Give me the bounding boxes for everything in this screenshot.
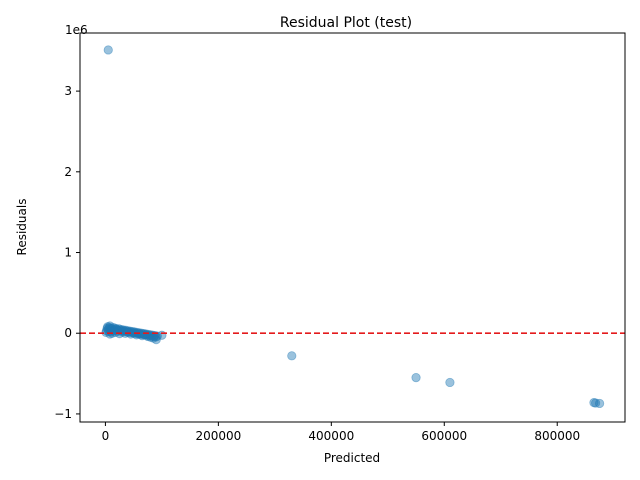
- scatter-point: [103, 322, 113, 332]
- scatter-point: [130, 327, 140, 337]
- x-tick-label: 400000: [308, 429, 354, 443]
- scatter-point: [105, 325, 116, 335]
- x-axis-label: Predicted: [324, 451, 380, 465]
- scatter-point: [287, 351, 297, 361]
- y-offset-label: 1e6: [65, 23, 88, 37]
- scatter-point: [101, 327, 111, 338]
- scatter-point: [113, 325, 123, 335]
- x-axis-ticks: 0 200000 400000 600000 800000: [102, 422, 580, 443]
- scatter-point: [589, 398, 599, 408]
- y-tick-label: 3: [64, 84, 72, 98]
- scatter-point: [143, 331, 153, 342]
- scatter-point: [109, 324, 120, 335]
- scatter-point: [151, 335, 161, 345]
- scatter-point: [108, 322, 118, 333]
- x-tick-label: 200000: [195, 429, 241, 443]
- scatter-point: [143, 329, 153, 340]
- plot-frame: [79, 32, 626, 423]
- scatter-point: [594, 398, 605, 409]
- scatter-point: [126, 327, 136, 338]
- scatter-point: [110, 327, 121, 338]
- y-tick-label: −1: [54, 407, 72, 421]
- scatter-point: [141, 329, 151, 339]
- x-tick-label: 600000: [421, 429, 467, 443]
- y-tick-label: 0: [64, 326, 72, 340]
- scatter-point: [124, 327, 134, 337]
- scatter-point: [146, 332, 156, 342]
- scatter-point: [126, 329, 136, 339]
- chart-title: Residual Plot (test): [280, 15, 412, 31]
- scatter-point: [134, 329, 144, 339]
- data-points: [101, 45, 605, 409]
- scatter-point: [110, 323, 121, 333]
- scatter-point: [138, 329, 148, 340]
- scatter-point: [105, 329, 115, 339]
- scatter-point: [132, 327, 142, 338]
- scatter-point: [103, 45, 113, 55]
- y-axis-label: Residuals: [15, 199, 29, 256]
- scatter-point: [135, 329, 146, 339]
- y-axis-ticks: −1 0 1 2 3: [54, 84, 80, 421]
- x-tick-label: 800000: [534, 429, 580, 443]
- y-tick-label: 2: [64, 165, 72, 179]
- scatter-point: [411, 373, 421, 383]
- scatter-point: [149, 331, 159, 342]
- scatter-point: [118, 325, 129, 335]
- scatter-point: [123, 327, 133, 338]
- scatter-point: [591, 398, 601, 408]
- scatter-point: [117, 327, 127, 337]
- scatter-point: [445, 377, 455, 388]
- x-tick-label: 0: [102, 429, 110, 443]
- scatter-point: [104, 322, 114, 333]
- y-tick-label: 1: [64, 246, 72, 260]
- scatter-point: [105, 321, 115, 331]
